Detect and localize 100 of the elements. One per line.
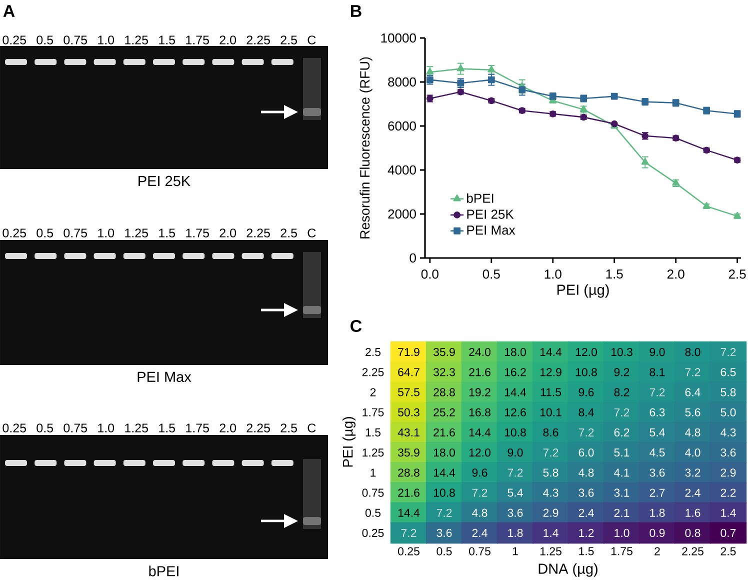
data-label: 32.3 (434, 368, 455, 376)
y-tick-label: 0.5 (365, 508, 381, 517)
y-tick-label: 10000 (381, 33, 416, 43)
y-tick-label: 2 (370, 388, 376, 396)
data-label: 0.8 (685, 528, 700, 538)
y-tick-label: 4000 (388, 165, 416, 175)
data-label: 3.6 (436, 528, 452, 538)
data-label: 16.8 (469, 408, 490, 416)
data-label: 5.8 (543, 468, 558, 477)
y-tick-label: 1 (370, 468, 376, 477)
x-tick-label: 0.75 (469, 547, 490, 556)
data-label: 4.3 (543, 488, 558, 497)
data-label: 7.2 (578, 428, 594, 436)
data-label: 8.1 (650, 368, 665, 376)
data-label: 6.5 (720, 368, 736, 376)
y-tick-label: 1.75 (362, 408, 384, 416)
y-tick-label: 2.5 (366, 348, 381, 356)
data-label: 14.4 (504, 388, 526, 396)
data-label: 4.0 (685, 448, 700, 457)
data-label: 2.4 (685, 488, 700, 497)
data-label: 1.2 (579, 528, 594, 537)
x-tick-label: 1.5 (579, 547, 594, 556)
data-label: 14.4 (434, 468, 456, 477)
data-label: 64.7 (398, 368, 420, 376)
data-label: 2.4 (578, 508, 594, 517)
data-label: 1.8 (650, 508, 665, 517)
data-label: 4.8 (685, 428, 700, 437)
text: A (3, 5, 15, 17)
text: PEI Max (138, 372, 192, 382)
data-label: 5.4 (508, 488, 523, 497)
data-label: 71.9 (398, 348, 420, 356)
data-label: 0.9 (650, 528, 665, 538)
data-label: 9.0 (508, 448, 523, 457)
x-tick-label: 1 (512, 547, 518, 556)
data-label: 2.2 (720, 488, 736, 497)
y-axis-title: Resorufin Fluorescence (RFU) (360, 57, 372, 238)
data-label: 10.8 (434, 488, 455, 497)
data-label: 16.2 (504, 368, 526, 376)
y-tick-label: 8000 (388, 77, 416, 87)
text: 0.25 0.5 0.75 1.0 1.25 1.5 1.75 2.0 2.25 2.5 C (2, 228, 316, 238)
x-tick-label: 0.0 (421, 270, 438, 279)
data-label: 9.6 (578, 388, 594, 396)
data-label: 7.2 (401, 528, 416, 537)
data-label: 1.8 (508, 528, 523, 538)
text: PEI 25K (138, 176, 190, 186)
data-label: 12.0 (469, 448, 490, 457)
data-label: 8.2 (614, 388, 630, 396)
y-tick-label: 0.25 (362, 528, 384, 538)
y-tick-label: 1.25 (362, 448, 384, 457)
legend-label: PEI 25K (467, 210, 514, 219)
data-label: 14.4 (469, 428, 491, 436)
data-label: 57.5 (398, 388, 420, 396)
data-label: 21.6 (469, 368, 490, 376)
data-label: 10.3 (611, 348, 632, 356)
data-label: 5.0 (720, 408, 736, 416)
y-tick-label: 6000 (388, 121, 416, 131)
data-label: 43.1 (398, 428, 420, 437)
data-label: 10.8 (576, 368, 597, 376)
x-tick-label: 2 (654, 547, 660, 556)
data-label: 35.9 (434, 348, 455, 356)
data-label: 6.0 (578, 448, 594, 457)
data-label: 3.6 (578, 488, 594, 497)
text: C (350, 320, 362, 332)
data-label: 6.4 (685, 388, 700, 396)
x-tick-label: 2.5 (728, 270, 746, 279)
data-label: 8.4 (578, 408, 594, 416)
x-tick-label: 1.25 (540, 547, 562, 556)
data-label: 7.2 (720, 348, 736, 356)
data-label: 19.2 (469, 388, 490, 396)
data-label: 2.9 (720, 468, 736, 477)
data-label: 14.4 (540, 348, 562, 356)
data-label: 35.9 (398, 448, 420, 457)
data-label: 12.6 (504, 408, 526, 416)
x-axis-title: DNA (µg) (538, 563, 598, 577)
data-label: 4.5 (650, 448, 665, 457)
data-label: 4.8 (578, 468, 594, 477)
data-label: 6.2 (614, 428, 630, 437)
data-label: 10.8 (504, 428, 526, 437)
data-label: 7.2 (436, 508, 452, 517)
data-label: 8.0 (685, 348, 700, 356)
data-label: 3.6 (720, 448, 736, 457)
data-label: 1.6 (686, 508, 700, 517)
x-tick-label: 1.0 (544, 270, 562, 279)
data-label: 3.6 (650, 468, 665, 477)
data-label: 2.9 (543, 508, 558, 517)
data-label: 14.4 (398, 508, 420, 517)
data-label: 18.0 (504, 348, 526, 356)
y-tick-label: 0.75 (362, 488, 384, 497)
data-label: 9.6 (472, 468, 488, 477)
data-label: 5.4 (650, 428, 665, 436)
x-tick-label: 1.5 (606, 270, 623, 279)
data-label: 2.4 (472, 528, 488, 537)
data-label: 28.8 (398, 468, 420, 477)
x-tick-label: 0.5 (436, 547, 452, 556)
data-label: 12.0 (576, 348, 597, 356)
data-label: 9.0 (650, 348, 665, 356)
text: B (350, 5, 362, 17)
data-label: 7.2 (614, 408, 630, 416)
y-axis-title: PEI (µg) (342, 417, 356, 467)
data-label: 1.0 (614, 528, 630, 538)
